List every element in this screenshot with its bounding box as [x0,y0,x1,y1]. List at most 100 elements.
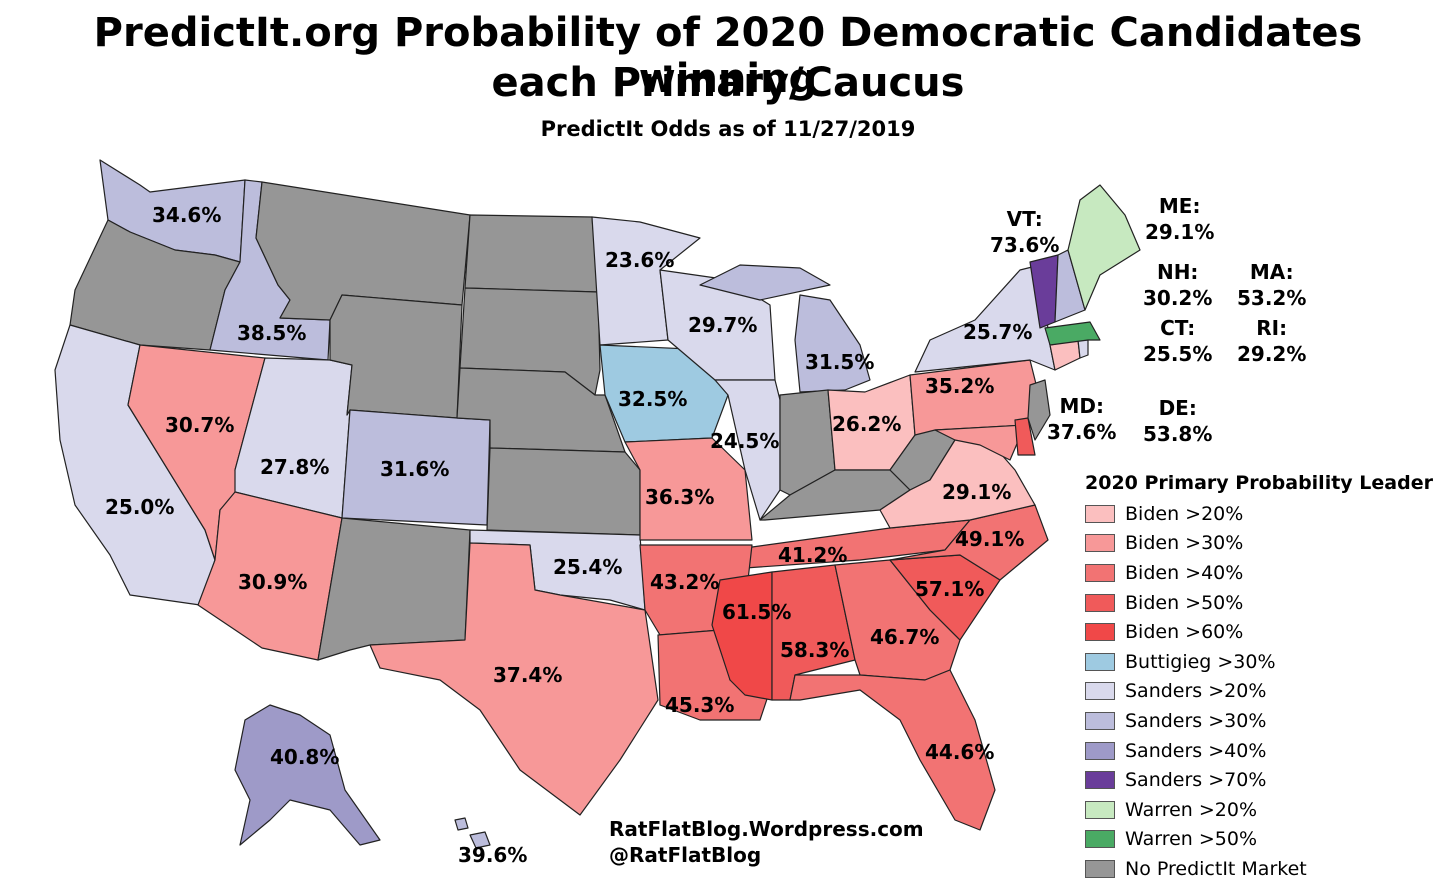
label-SC: 57.1% [915,577,985,601]
legend-label: Biden >60% [1125,621,1244,644]
legend-swatch [1085,593,1115,612]
legend-label: Biden >50% [1125,591,1244,614]
legend-label: Sanders >40% [1125,739,1267,762]
legend-swatch [1085,711,1115,730]
callout-DE-abbr: DE: [1158,396,1197,420]
state-NJ [1027,379,1051,441]
label-WI: 29.7% [688,313,758,337]
callout-NH-abbr: NH: [1156,260,1199,284]
label-OK: 25.4% [553,555,623,579]
label-NY: 25.7% [963,320,1033,344]
credits: RatFlatBlog.Wordpress.com @RatFlatBlog [609,816,924,868]
callout-DE-value: 53.8% [1143,422,1213,446]
legend-item: Warren >50% [1085,825,1433,855]
label-HI: 39.6% [458,843,528,867]
label-UT: 27.8% [260,455,330,479]
label-TX: 37.4% [493,663,563,687]
legend-item: Warren >20% [1085,795,1433,825]
state-MI-upper [699,264,831,301]
label-VA: 29.1% [942,480,1012,504]
legend-item: Sanders >30% [1085,706,1433,736]
map-legend: 2020 Primary Probability Leader Biden >2… [1085,470,1433,884]
callout-MA-value: 53.2% [1237,286,1307,310]
callout-ME-abbr: ME: [1158,194,1201,218]
legend-item: Biden >60% [1085,617,1433,647]
callout-MA-abbr: MA: [1249,260,1294,284]
legend-label: Sanders >20% [1125,680,1267,703]
label-OH: 26.2% [832,412,902,436]
legend-label: Buttigieg >30% [1125,650,1276,673]
callout-MD-value: 37.6% [1047,420,1117,444]
legend-label: Sanders >30% [1125,709,1267,732]
label-TN: 41.2% [778,543,848,567]
callout-VT: VT: 73.6% [990,206,1059,258]
map-title-line1: PredictIt.org Probability of 2020 Democr… [93,10,1363,102]
label-NV: 30.7% [165,413,235,437]
callout-NH: NH: 30.2% [1143,259,1212,311]
state-MT [255,181,471,321]
state-MI [794,294,871,393]
legend-swatch [1085,682,1115,701]
credit-handle: @RatFlatBlog [609,843,762,867]
legend-label: Warren >50% [1125,828,1258,851]
legend-label: Biden >40% [1125,561,1244,584]
callout-NH-value: 30.2% [1143,286,1213,310]
state-ND [464,214,599,293]
label-NC: 49.1% [955,527,1025,551]
legend-label: Biden >20% [1125,502,1244,525]
label-LA: 45.3% [665,693,735,717]
legend-swatch [1085,504,1115,523]
map-title-line2: each Primary/Caucus [491,60,965,106]
legend-item: Sanders >40% [1085,736,1433,766]
state-TX [369,542,659,816]
legend-item: Sanders >20% [1085,677,1433,707]
legend-item: Biden >30% [1085,529,1433,559]
legend-swatch [1085,652,1115,671]
callout-ME: ME: 29.1% [1145,193,1214,245]
callout-MD-abbr: MD: [1059,394,1104,418]
state-HI [454,817,469,831]
callout-VT-value: 73.6% [990,233,1060,257]
legend-item: Buttigieg >30% [1085,647,1433,677]
callout-CT-abbr: CT: [1160,316,1196,340]
callout-MD: MD: 37.6% [1047,393,1116,445]
state-RI [1077,339,1089,359]
label-AK: 40.8% [270,745,340,769]
legend-item: Biden >50% [1085,588,1433,618]
label-AL: 58.3% [780,638,850,662]
legend-swatch [1085,623,1115,642]
state-AK [234,704,381,846]
callout-VT-abbr: VT: [1006,207,1043,231]
state-NM [317,517,471,661]
legend-swatch [1085,859,1115,878]
state-IL [714,379,781,521]
legend-swatch [1085,741,1115,760]
callout-RI-abbr: RI: [1256,316,1288,340]
state-FL [789,669,996,831]
label-AZ: 30.9% [238,570,308,594]
label-FL: 44.6% [925,740,995,764]
label-ID: 38.5% [237,321,307,345]
legend-item: Biden >40% [1085,558,1433,588]
label-CO: 31.6% [380,457,450,481]
label-IA: 32.5% [618,387,688,411]
legend-title: 2020 Primary Probability Leader [1085,472,1433,494]
legend-label: Warren >20% [1125,798,1258,821]
callout-RI-value: 29.2% [1237,342,1307,366]
legend-swatch [1085,771,1115,790]
state-WY [329,294,463,419]
state-MA [1044,321,1101,346]
legend-item: Sanders >70% [1085,765,1433,795]
state-ME [1067,184,1141,311]
legend-swatch [1085,830,1115,849]
label-MS: 61.5% [722,600,792,624]
state-HI-island [469,831,491,849]
callout-CT-value: 25.5% [1143,342,1213,366]
legend-item: No PredictIt Market [1085,854,1433,884]
callout-CT: CT: 25.5% [1143,315,1212,367]
state-CO [341,409,491,526]
credit-website: RatFlatBlog.Wordpress.com [609,817,924,841]
callout-DE: DE: 53.8% [1143,395,1212,447]
label-IL: 24.5% [710,429,780,453]
